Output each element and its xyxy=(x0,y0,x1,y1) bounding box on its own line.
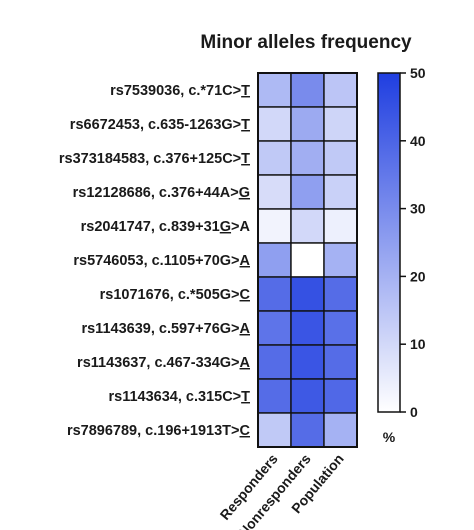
row-labels: rs7539036, c.*71C>T rs6672453, c.635-1263… xyxy=(59,83,251,439)
heatmap-cell xyxy=(290,140,325,176)
heatmap-cell xyxy=(257,72,292,108)
heatmap-cell xyxy=(257,140,292,176)
heatmap-cell xyxy=(257,174,292,210)
colorbar xyxy=(377,72,401,413)
heatmap-cells xyxy=(257,72,358,448)
heatmap-cell xyxy=(290,106,325,142)
heatmap-cell xyxy=(257,310,292,346)
row-label: rs1143639, c.597+76G>A xyxy=(81,321,250,337)
heatmap-cell xyxy=(290,242,325,278)
row-label: rs6672453, c.635-1263G>T xyxy=(70,117,250,133)
colorbar-tick-label: 0 xyxy=(410,404,418,420)
heatmap-cell xyxy=(323,344,358,380)
row-label: rs12128686, c.376+44A>G xyxy=(73,185,250,201)
heatmap-cell xyxy=(323,208,358,244)
colorbar-ticks: 0 10 20 30 40 50 xyxy=(400,65,426,420)
heatmap-cell xyxy=(323,276,358,312)
heatmap-cell xyxy=(257,344,292,380)
heatmap-cell xyxy=(323,378,358,414)
heatmap-cell xyxy=(257,208,292,244)
heatmap-cell xyxy=(290,72,325,108)
heatmap-cell xyxy=(323,174,358,210)
row-label: rs373184583, c.376+125C>T xyxy=(59,151,250,167)
heatmap-cell xyxy=(323,310,358,346)
heatmap-cell xyxy=(323,140,358,176)
heatmap-cell xyxy=(290,378,325,414)
chart-title: Minor alleles frequency xyxy=(200,32,412,53)
colorbar-tick-label: 40 xyxy=(410,133,426,149)
heatmap-cell xyxy=(323,412,358,448)
heatmap-cell xyxy=(257,106,292,142)
heatmap-cell xyxy=(290,208,325,244)
heatmap-cell xyxy=(290,344,325,380)
row-label: rs1143637, c.467-334G>A xyxy=(77,355,250,371)
heatmap-cell xyxy=(290,412,325,448)
heatmap-cell xyxy=(290,310,325,346)
colorbar-tick-label: 20 xyxy=(410,268,426,284)
row-label: rs7896789, c.196+1913T>C xyxy=(67,423,251,439)
colorbar-unit-label: % xyxy=(383,429,396,445)
heatmap-cell xyxy=(290,276,325,312)
heatmap-cell xyxy=(323,242,358,278)
heatmap-cell xyxy=(257,378,292,414)
colorbar-tick-label: 30 xyxy=(410,201,426,217)
heatmap-cell xyxy=(257,412,292,448)
heatmap-cell xyxy=(323,106,358,142)
heatmap-cell xyxy=(257,242,292,278)
row-label: rs5746053, c.1105+70G>A xyxy=(73,253,250,269)
row-label: rs7539036, c.*71C>T xyxy=(110,83,250,99)
heatmap-cell xyxy=(257,276,292,312)
row-label: rs1143634, c.315C>T xyxy=(109,389,251,405)
colorbar-tick-label: 50 xyxy=(410,65,426,81)
heatmap-cell xyxy=(290,174,325,210)
heatmap-cell xyxy=(323,72,358,108)
row-label: rs2041747, c.839+31G>A xyxy=(81,219,251,235)
row-label: rs1071676, c.*505G>C xyxy=(100,287,251,303)
colorbar-tick-label: 10 xyxy=(410,336,426,352)
heatmap-frame xyxy=(257,72,358,448)
